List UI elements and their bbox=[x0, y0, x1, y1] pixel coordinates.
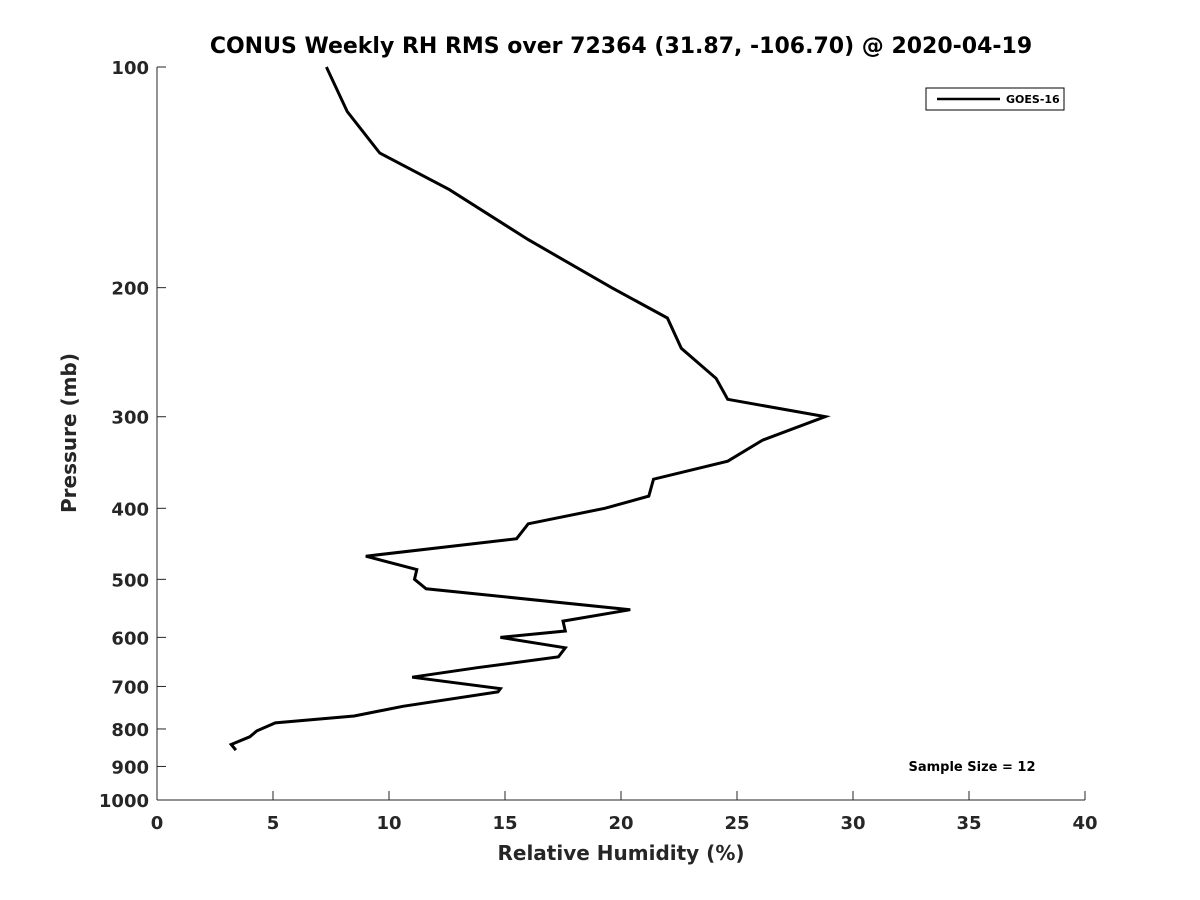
x-tick-label-0: 0 bbox=[151, 813, 164, 834]
sample-size-annotation: Sample Size = 12 bbox=[908, 760, 1035, 775]
legend: GOES-16 bbox=[925, 87, 1065, 111]
y-tick-label-300: 300 bbox=[111, 408, 149, 429]
x-axis-label: Relative Humidity (%) bbox=[497, 841, 744, 865]
x-tick-label-40: 40 bbox=[1072, 813, 1097, 834]
x-tick-label-35: 35 bbox=[956, 813, 981, 834]
y-tick-label-900: 900 bbox=[111, 757, 149, 778]
y-tick-label-100: 100 bbox=[111, 58, 149, 79]
legend-label-goes16: GOES-16 bbox=[1006, 93, 1060, 106]
y-axis-label: Pressure (mb) bbox=[57, 353, 81, 513]
y-tick-label-1000: 1000 bbox=[99, 791, 149, 812]
y-tick-label-800: 800 bbox=[111, 720, 149, 741]
x-tick-label-25: 25 bbox=[724, 813, 749, 834]
y-tick-label-200: 200 bbox=[111, 279, 149, 300]
series-line-0 bbox=[228, 66, 831, 752]
x-tick-label-30: 30 bbox=[840, 813, 865, 834]
x-tick-label-15: 15 bbox=[492, 813, 517, 834]
y-tick-label-600: 600 bbox=[111, 628, 149, 649]
y-tick-label-400: 400 bbox=[111, 499, 149, 520]
chart-title: CONUS Weekly RH RMS over 72364 (31.87, -… bbox=[210, 34, 1032, 59]
y-tick-label-700: 700 bbox=[111, 677, 149, 698]
y-tick-label-500: 500 bbox=[111, 570, 149, 591]
x-tick-label-5: 5 bbox=[267, 813, 280, 834]
x-tick-label-10: 10 bbox=[376, 813, 401, 834]
x-tick-label-20: 20 bbox=[608, 813, 633, 834]
plot-area: 0 5 10 15 20 25 30 35 40 100 200 300 400 500 600 700 800… bbox=[99, 58, 1098, 834]
